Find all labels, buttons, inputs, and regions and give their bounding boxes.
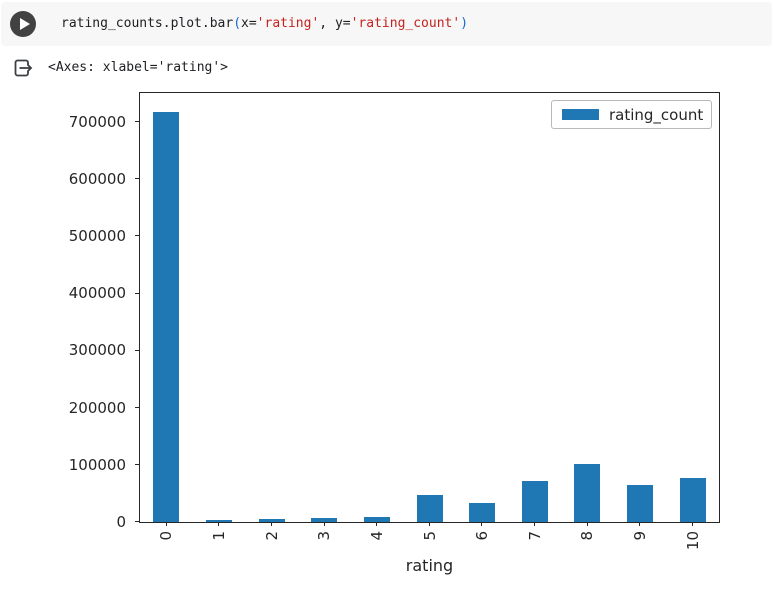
x-tick-mark: [481, 522, 483, 526]
y-tick-label: 0: [116, 513, 126, 531]
code-editor-line[interactable]: rating_counts.plot.bar(x='rating', y='ra…: [61, 16, 468, 31]
bar: [363, 516, 390, 522]
bar: [258, 519, 285, 522]
legend: rating_count: [551, 100, 712, 129]
y-tick-label: 200000: [68, 398, 126, 417]
legend-swatch: [562, 109, 599, 120]
y-tick-mark: [135, 464, 139, 466]
y-tick-label: 500000: [68, 227, 126, 245]
x-tick-mark: [691, 522, 693, 526]
bar: [416, 495, 443, 522]
x-tick-mark: [376, 522, 378, 526]
x-tick-mark: [428, 522, 430, 526]
cell-output-icon: [14, 59, 33, 77]
code-token-bracket: ): [460, 16, 469, 31]
y-tick-mark: [135, 521, 139, 523]
y-tick-mark: [135, 120, 139, 122]
y-tick-label: 400000: [68, 284, 126, 303]
x-tick-mark: [586, 522, 588, 526]
run-cell-button[interactable]: [10, 11, 36, 37]
bar: [469, 502, 496, 522]
code-token-plain: x=: [241, 16, 257, 31]
bar: [311, 517, 338, 522]
bar: [627, 484, 654, 522]
x-tick-mark: [639, 522, 641, 526]
y-tick-mark: [135, 349, 139, 351]
code-cell[interactable]: rating_counts.plot.bar(x='rating', y='ra…: [1, 2, 772, 46]
y-tick-mark: [135, 406, 139, 408]
y-tick-label: 300000: [68, 341, 126, 360]
x-axis-label: rating: [405, 556, 454, 575]
bar-chart-figure: 0 100000 200000 300000 400000 500000 600000 700…: [65, 85, 740, 585]
y-tick-mark: [135, 178, 139, 180]
x-tick-mark: [534, 522, 536, 526]
code-token-string: 'rating_count': [350, 16, 461, 31]
legend-label: rating_count: [609, 105, 704, 124]
play-icon: [20, 18, 30, 30]
bar: [574, 464, 601, 522]
x-tick-mark: [165, 522, 167, 526]
y-tick-mark: [135, 235, 139, 237]
output-repr-text: <Axes: xlabel='rating'>: [48, 60, 229, 75]
bar: [205, 519, 232, 522]
y-tick-mark: [135, 292, 139, 294]
plot-area: 0 100000 200000 300000 400000 500000 600000 700…: [69, 92, 720, 575]
code-token-bracket: (: [233, 16, 242, 31]
code-token-plain: , y=: [319, 16, 351, 31]
y-tick-label: 600000: [68, 169, 126, 188]
x-tick-mark: [218, 522, 220, 526]
code-token-string: 'rating': [256, 16, 320, 31]
y-tick-label: 100000: [68, 455, 126, 474]
x-tick-mark: [270, 522, 272, 526]
bar: [521, 481, 548, 522]
code-token-plain: rating_counts.plot.bar: [61, 16, 234, 31]
bar: [153, 111, 180, 522]
bar: [679, 477, 706, 522]
y-tick-label: 700000: [68, 112, 126, 131]
x-tick-mark: [323, 522, 325, 526]
